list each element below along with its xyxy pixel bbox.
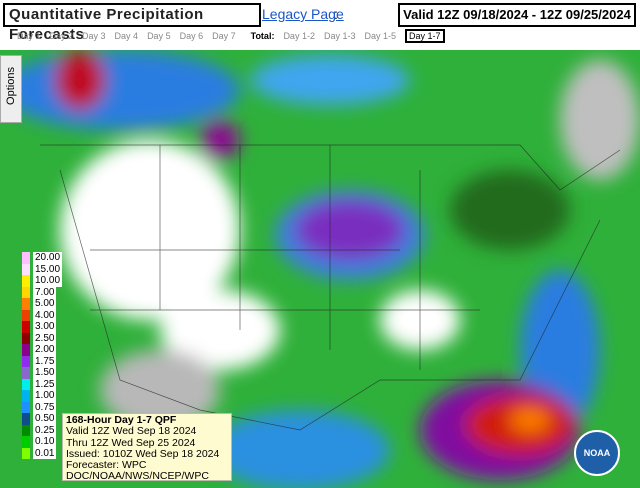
- legend-swatch: [22, 424, 30, 436]
- legend-label: 1.75: [33, 355, 57, 367]
- legend-swatch: [22, 286, 30, 298]
- legend-label: 7.00: [33, 286, 57, 298]
- separator: :: [334, 6, 338, 22]
- legend-row: 0.01: [22, 447, 64, 459]
- legend-label: 10.00: [33, 275, 63, 287]
- tab-bar: Day 1 Day 2 Day 3 Day 4 Day 5 Day 6 Day 7 Total…: [17, 29, 445, 43]
- legend-label: 0.25: [33, 424, 57, 436]
- legend-row: 1.00: [22, 390, 64, 402]
- info-line: DOC/NOAA/NWS/NCEP/WPC: [66, 470, 209, 483]
- legend-swatch: [22, 447, 30, 459]
- legend-row: 1.75: [22, 355, 64, 367]
- valid-period: Valid 12Z 09/18/2024 - 12Z 09/25/2024: [398, 3, 636, 27]
- legend-swatch: [22, 355, 30, 367]
- day-tab[interactable]: Day 7: [212, 31, 236, 41]
- legend-row: 2.50: [22, 332, 64, 344]
- legend-row: 0.10: [22, 436, 64, 448]
- legend-label: 0.10: [33, 436, 57, 448]
- legend-swatch: [22, 378, 30, 390]
- legend-row: 2.00: [22, 344, 64, 356]
- legend-swatch: [22, 401, 30, 413]
- legend-row: 4.00: [22, 309, 64, 321]
- legend-row: 7.00: [22, 286, 64, 298]
- legend-label: 20.00: [33, 252, 63, 264]
- legend-row: 1.50: [22, 367, 64, 379]
- legend-swatch: [22, 309, 30, 321]
- legend-label: 0.50: [33, 413, 57, 425]
- legend-row: 0.75: [22, 401, 64, 413]
- day-tab[interactable]: Day 2: [49, 31, 74, 41]
- legend: 20.00 15.00 10.00 7.00 5.00 4.00 3.00 2.50 2.00 1…: [22, 252, 64, 459]
- total-tab[interactable]: Day 1-5: [364, 31, 396, 41]
- legend-swatch: [22, 390, 30, 402]
- legend-label: 15.00: [33, 263, 63, 275]
- legend-row: 15.00: [22, 263, 64, 275]
- legend-label: 0.01: [33, 447, 57, 459]
- legend-label: 1.25: [33, 378, 57, 390]
- total-label: Total:: [250, 31, 275, 41]
- legend-swatch: [22, 367, 30, 379]
- total-tab[interactable]: Day 1-2: [283, 31, 315, 41]
- legend-swatch: [22, 436, 30, 448]
- day-tab[interactable]: Day 5: [147, 31, 171, 41]
- legend-label: 3.00: [33, 321, 57, 333]
- legend-swatch: [22, 298, 30, 310]
- legend-label: 2.00: [33, 344, 57, 356]
- legend-label: 0.75: [33, 401, 57, 413]
- info-line: Valid 12Z Wed Sep 18 2024: [66, 425, 197, 438]
- day-tab[interactable]: Day 3: [82, 31, 106, 41]
- legend-row: 10.00: [22, 275, 64, 287]
- options-label: Options: [5, 67, 17, 105]
- info-line: Forecaster: WPC: [66, 459, 147, 472]
- legend-label: 2.50: [33, 332, 57, 344]
- day-tab[interactable]: Day 6: [179, 31, 204, 41]
- day-tab[interactable]: Day 4: [114, 31, 139, 41]
- info-line: 168-Hour Day 1-7 QPF: [66, 414, 177, 426]
- page-title: Quantitative Precipitation Forecasts: [3, 3, 261, 43]
- legend-label: 1.00: [33, 390, 57, 402]
- legend-swatch: [22, 275, 30, 287]
- legend-row: 0.50: [22, 413, 64, 425]
- legend-label: 4.00: [33, 309, 57, 321]
- legacy-link[interactable]: Legacy Page: [262, 6, 344, 22]
- legend-row: 3.00: [22, 321, 64, 333]
- legend-swatch: [22, 344, 30, 356]
- legend-swatch: [22, 321, 30, 333]
- noaa-logo: NOAA: [574, 430, 620, 476]
- legend-row: 20.00: [22, 252, 64, 264]
- info-line: Issued: 1010Z Wed Sep 18 2024: [66, 447, 220, 460]
- total-tab[interactable]: Day 1-7: [404, 29, 445, 43]
- options-tab[interactable]: Options: [0, 55, 22, 123]
- legend-row: 0.25: [22, 424, 64, 436]
- legend-swatch: [22, 263, 30, 275]
- total-tab[interactable]: Day 1-3: [323, 31, 356, 41]
- legend-label: 1.50: [33, 367, 57, 379]
- day-tab[interactable]: Day 1: [17, 31, 41, 41]
- legend-row: 1.25: [22, 378, 64, 390]
- legend-swatch: [22, 252, 30, 264]
- info-line: Thru 12Z Wed Sep 25 2024: [66, 436, 196, 449]
- legend-swatch: [22, 332, 30, 344]
- legend-label: 5.00: [33, 298, 57, 310]
- legend-row: 5.00: [22, 298, 64, 310]
- legend-swatch: [22, 413, 30, 425]
- info-box: 168-Hour Day 1-7 QPF Valid 12Z Wed Sep 18…: [62, 413, 232, 483]
